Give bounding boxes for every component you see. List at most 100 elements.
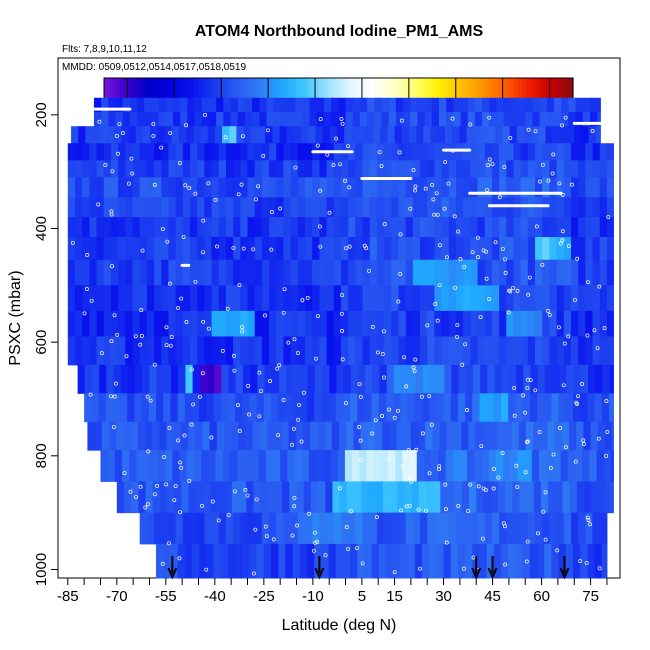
heatmap-cell [204, 310, 213, 337]
heatmap-cell [518, 111, 526, 127]
x-axis: -85 -70 -55 -40 -25 -10 5 15 30 45 60 75 [57, 578, 608, 605]
heatmap-cell [472, 364, 481, 394]
heatmap-cell [580, 543, 588, 579]
heatmap-cell [520, 177, 529, 198]
heatmap-cell [549, 177, 558, 198]
heatmap-cell [480, 364, 488, 394]
heatmap-cell [157, 450, 166, 482]
heatmap-cell [188, 481, 197, 514]
heatmap-cell [125, 217, 133, 238]
heatmap-cell [204, 143, 213, 161]
heatmap-cell [233, 310, 241, 337]
heatmap-cell [290, 217, 299, 238]
heatmap-cell [355, 177, 364, 198]
heatmap-cell [350, 393, 358, 423]
heatmap-cell [118, 177, 126, 198]
heatmap-cell [395, 450, 403, 482]
sample-point [116, 151, 121, 156]
heatmap-cell [233, 217, 241, 238]
heatmap-cell [173, 421, 182, 451]
heatmap-cell [132, 336, 141, 366]
heatmap-cell [608, 393, 614, 423]
heatmap-cell [319, 310, 328, 337]
sample-point [476, 255, 480, 260]
heatmap-cell [513, 237, 522, 261]
heatmap-cell [139, 512, 148, 545]
heatmap-cell [144, 421, 153, 451]
heatmap-cell [77, 364, 86, 394]
sample-point [314, 356, 318, 361]
heatmap-cell [405, 512, 414, 545]
heatmap-cell [410, 421, 419, 451]
sample-point [253, 197, 258, 202]
heatmap-cell [393, 393, 401, 423]
heatmap-cell [420, 197, 428, 218]
sample-point [340, 357, 345, 362]
heatmap-cell [423, 126, 431, 144]
sample-point [496, 475, 501, 480]
heatmap-cell [491, 217, 500, 238]
heatmap-cell [146, 177, 155, 198]
heatmap-cell [578, 177, 586, 198]
heatmap-cell [301, 450, 310, 482]
heatmap-cell [339, 421, 347, 451]
heatmap-cell [279, 126, 288, 144]
heatmap-cell [412, 160, 421, 178]
sample-point [434, 191, 439, 196]
heatmap-cell [297, 310, 306, 337]
heatmap-cell [257, 126, 266, 144]
heatmap-cell [125, 285, 133, 312]
heatmap-cell [434, 512, 443, 545]
heatmap-cell [568, 111, 577, 127]
heatmap-cell [431, 450, 439, 482]
heatmap-cell [297, 259, 306, 286]
heatmap-cell [588, 126, 597, 144]
sample-point [146, 449, 151, 454]
heatmap-cell [201, 97, 210, 113]
heatmap-cell [542, 160, 550, 178]
heatmap-cell [263, 393, 272, 423]
heatmap-cell [595, 126, 601, 144]
heatmap-cell [574, 126, 582, 144]
heatmap-cell [491, 259, 500, 286]
heatmap-cell [481, 450, 490, 482]
heatmap-cell [118, 259, 126, 286]
heatmap-cell [405, 310, 414, 337]
heatmap-cell [556, 310, 565, 337]
heatmap-cell [489, 111, 497, 127]
sample-point [263, 313, 267, 318]
sample-point [313, 530, 317, 535]
sample-point [168, 343, 173, 348]
heatmap-cell [118, 285, 126, 312]
heatmap-cell [520, 285, 529, 312]
heatmap-cell [484, 143, 493, 161]
heatmap-cell [458, 364, 467, 394]
heatmap-cell [233, 160, 241, 178]
heatmap-cell [105, 393, 114, 423]
sample-point [578, 559, 583, 564]
heatmap-cell [455, 197, 464, 218]
heatmap-cell [542, 197, 550, 218]
heatmap-cell [218, 336, 227, 366]
sample-point [297, 403, 302, 407]
sample-point [562, 341, 567, 346]
heatmap-cell [261, 512, 270, 545]
sample-point [296, 417, 301, 422]
sample-point [546, 178, 551, 183]
heatmap-cell [362, 259, 371, 286]
heatmap-cell [118, 336, 126, 366]
heatmap-cell [527, 336, 536, 366]
heatmap-cell [556, 336, 565, 366]
heatmap-cell [333, 310, 342, 337]
heatmap-cell [186, 126, 194, 144]
heatmap-cell [412, 285, 421, 312]
heatmap-cell [427, 197, 435, 218]
x-tick-label: -40 [204, 588, 226, 605]
heatmap-cell [369, 160, 378, 178]
heatmap-cell [254, 512, 263, 545]
heatmap-cell [211, 177, 220, 198]
heatmap-cell [357, 393, 365, 423]
heatmap-cell [558, 393, 567, 423]
